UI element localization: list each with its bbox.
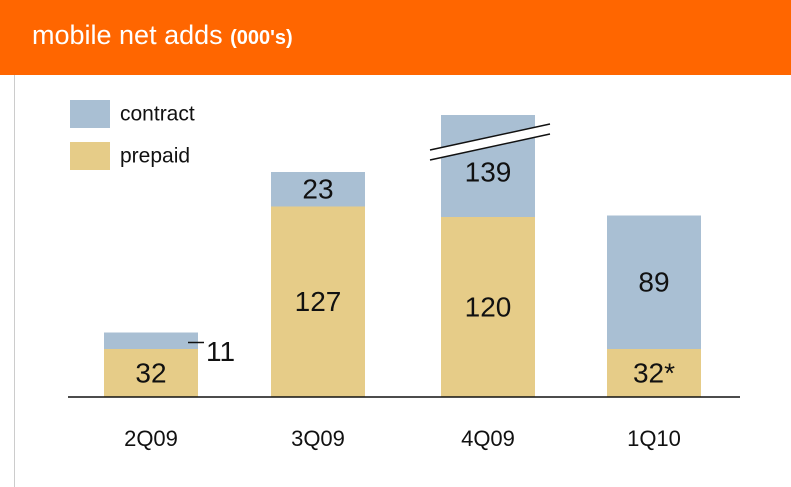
legend-label: prepaid	[120, 145, 190, 168]
legend-swatch	[70, 100, 110, 128]
value-label: 32*	[633, 357, 675, 388]
axis-break	[429, 133, 551, 161]
chart-title: mobile net adds	[32, 20, 223, 50]
axis-break	[430, 124, 550, 160]
value-label: 127	[295, 286, 342, 317]
bar-segment	[441, 217, 535, 397]
value-label: 120	[465, 291, 512, 322]
bar-segment	[104, 332, 198, 349]
x-tick-label: 2Q09	[124, 426, 178, 451]
value-label: 89	[638, 267, 669, 298]
x-tick-label: 4Q09	[461, 426, 515, 451]
bar-segment	[271, 206, 365, 397]
bar-segment	[607, 349, 701, 397]
bar-segment	[271, 172, 365, 207]
bar-segment	[607, 215, 701, 349]
value-label: 32	[135, 357, 166, 388]
value-label: 11	[206, 336, 235, 367]
value-label: 23	[302, 174, 333, 205]
value-label: 139	[465, 156, 512, 187]
header: mobile net adds (000's)	[0, 0, 791, 75]
legend-label: contract	[120, 103, 195, 126]
frame	[14, 75, 15, 487]
bar-segment	[104, 349, 198, 397]
legend-swatch	[70, 142, 110, 170]
unit: (000's)	[230, 27, 293, 49]
axis-break	[429, 123, 551, 151]
x-tick-label: 3Q09	[291, 426, 345, 451]
x-tick-label: 1Q10	[627, 426, 681, 451]
